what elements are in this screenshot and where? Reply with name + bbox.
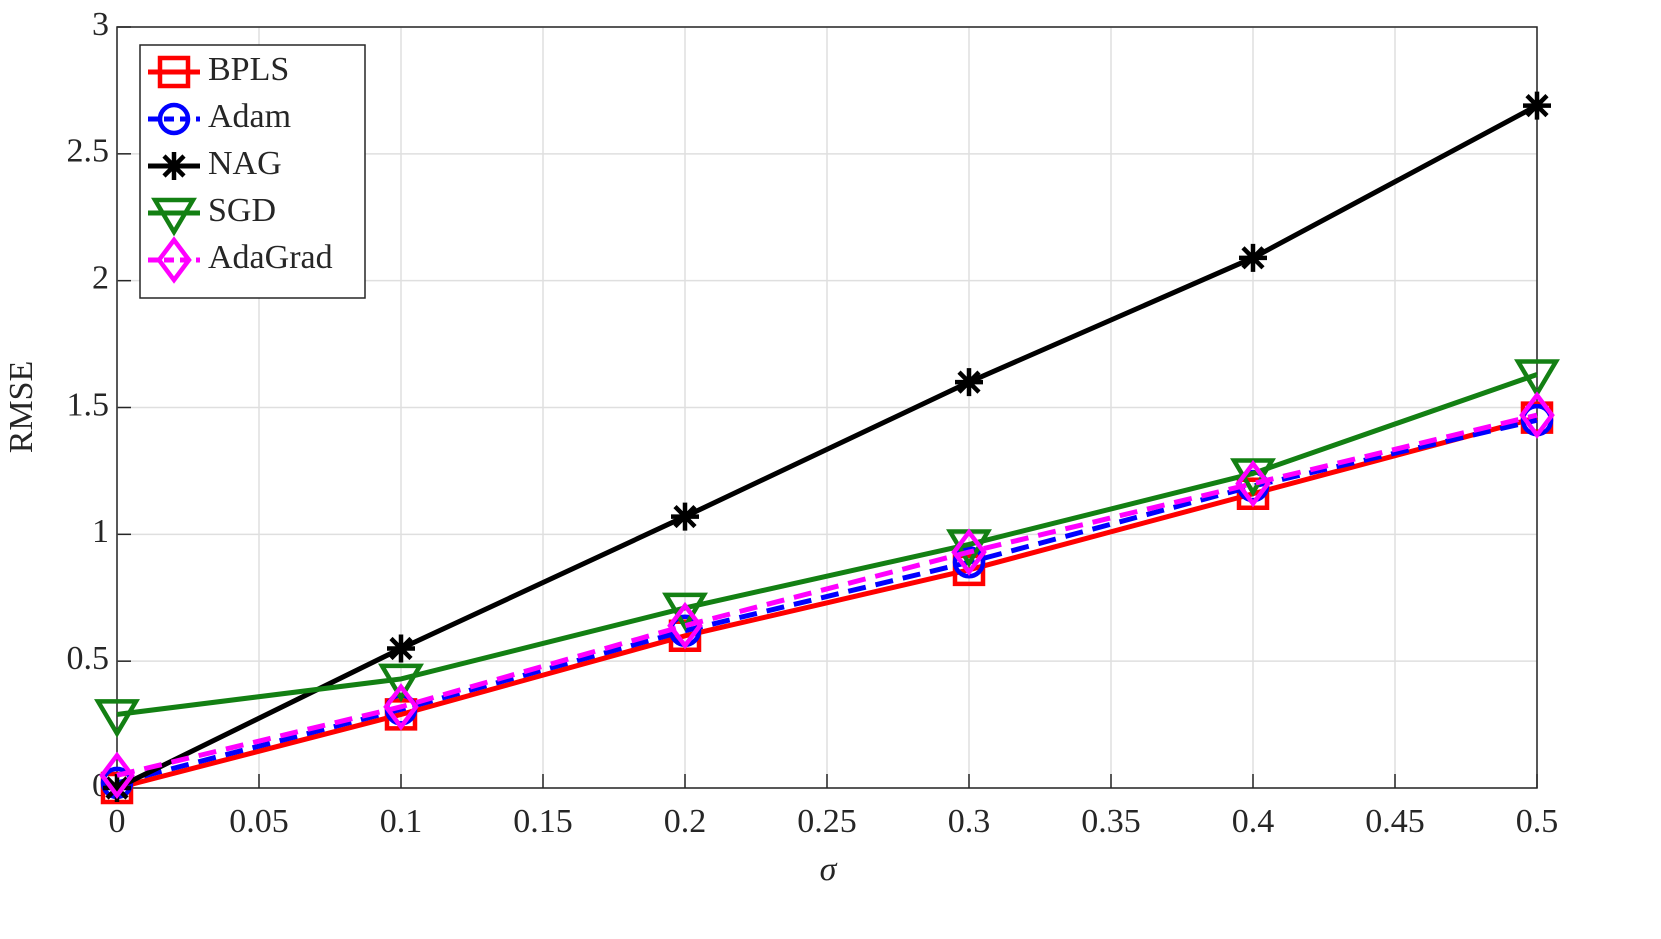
x-tick-label: 0.5 — [1516, 803, 1559, 840]
marker — [157, 102, 191, 136]
marker — [667, 601, 703, 650]
x-tick-label: 0.2 — [664, 803, 707, 840]
marker — [387, 634, 415, 663]
marker — [94, 699, 140, 738]
x-tick-label: 0.4 — [1232, 803, 1275, 840]
series-line — [115, 103, 1539, 791]
marker — [157, 55, 191, 89]
series-line — [116, 412, 1538, 778]
marker — [951, 528, 987, 576]
y-tick-label: 1.5 — [67, 386, 110, 423]
x-tick-label: 0.1 — [380, 803, 423, 840]
marker — [156, 236, 192, 284]
marker — [1235, 459, 1271, 508]
x-tick-label: 0.25 — [797, 803, 857, 840]
x-tick-label: 0.45 — [1365, 803, 1425, 840]
marker — [384, 698, 418, 731]
marker — [1523, 91, 1551, 120]
marker — [160, 152, 188, 180]
x-axis-label: σ — [820, 851, 838, 888]
x-tick-label: 0 — [109, 803, 126, 840]
legend-label: NAG — [208, 145, 282, 182]
y-axis-label: RMSE — [3, 361, 40, 454]
y-tick-label: 2 — [92, 259, 109, 296]
marker — [151, 197, 197, 237]
y-tick-label: 2.5 — [67, 133, 110, 170]
legend-label: AdaGrad — [208, 239, 333, 276]
marker — [662, 592, 708, 632]
marker — [383, 683, 419, 731]
marker — [378, 663, 424, 703]
x-tick-label: 0.05 — [229, 803, 289, 840]
legend-label: BPLS — [208, 51, 289, 88]
marker — [99, 751, 135, 800]
y-tick-label: 1 — [92, 513, 109, 550]
series-line — [116, 417, 1538, 786]
legend-label: Adam — [208, 98, 291, 135]
marker — [1239, 243, 1267, 272]
x-tick-label: 0.15 — [513, 803, 573, 840]
y-tick-label: 0.5 — [67, 640, 110, 677]
series-line — [116, 415, 1538, 791]
marker — [1514, 359, 1560, 398]
marker — [1519, 391, 1555, 439]
marker — [1236, 477, 1270, 510]
marker — [671, 502, 699, 531]
series-line — [116, 372, 1538, 717]
legend-label: SGD — [208, 192, 276, 229]
x-tick-label: 0.35 — [1081, 803, 1141, 840]
x-tick-label: 0.3 — [948, 803, 991, 840]
y-tick-label: 3 — [92, 6, 109, 43]
marker — [955, 368, 983, 397]
marker — [103, 774, 131, 802]
